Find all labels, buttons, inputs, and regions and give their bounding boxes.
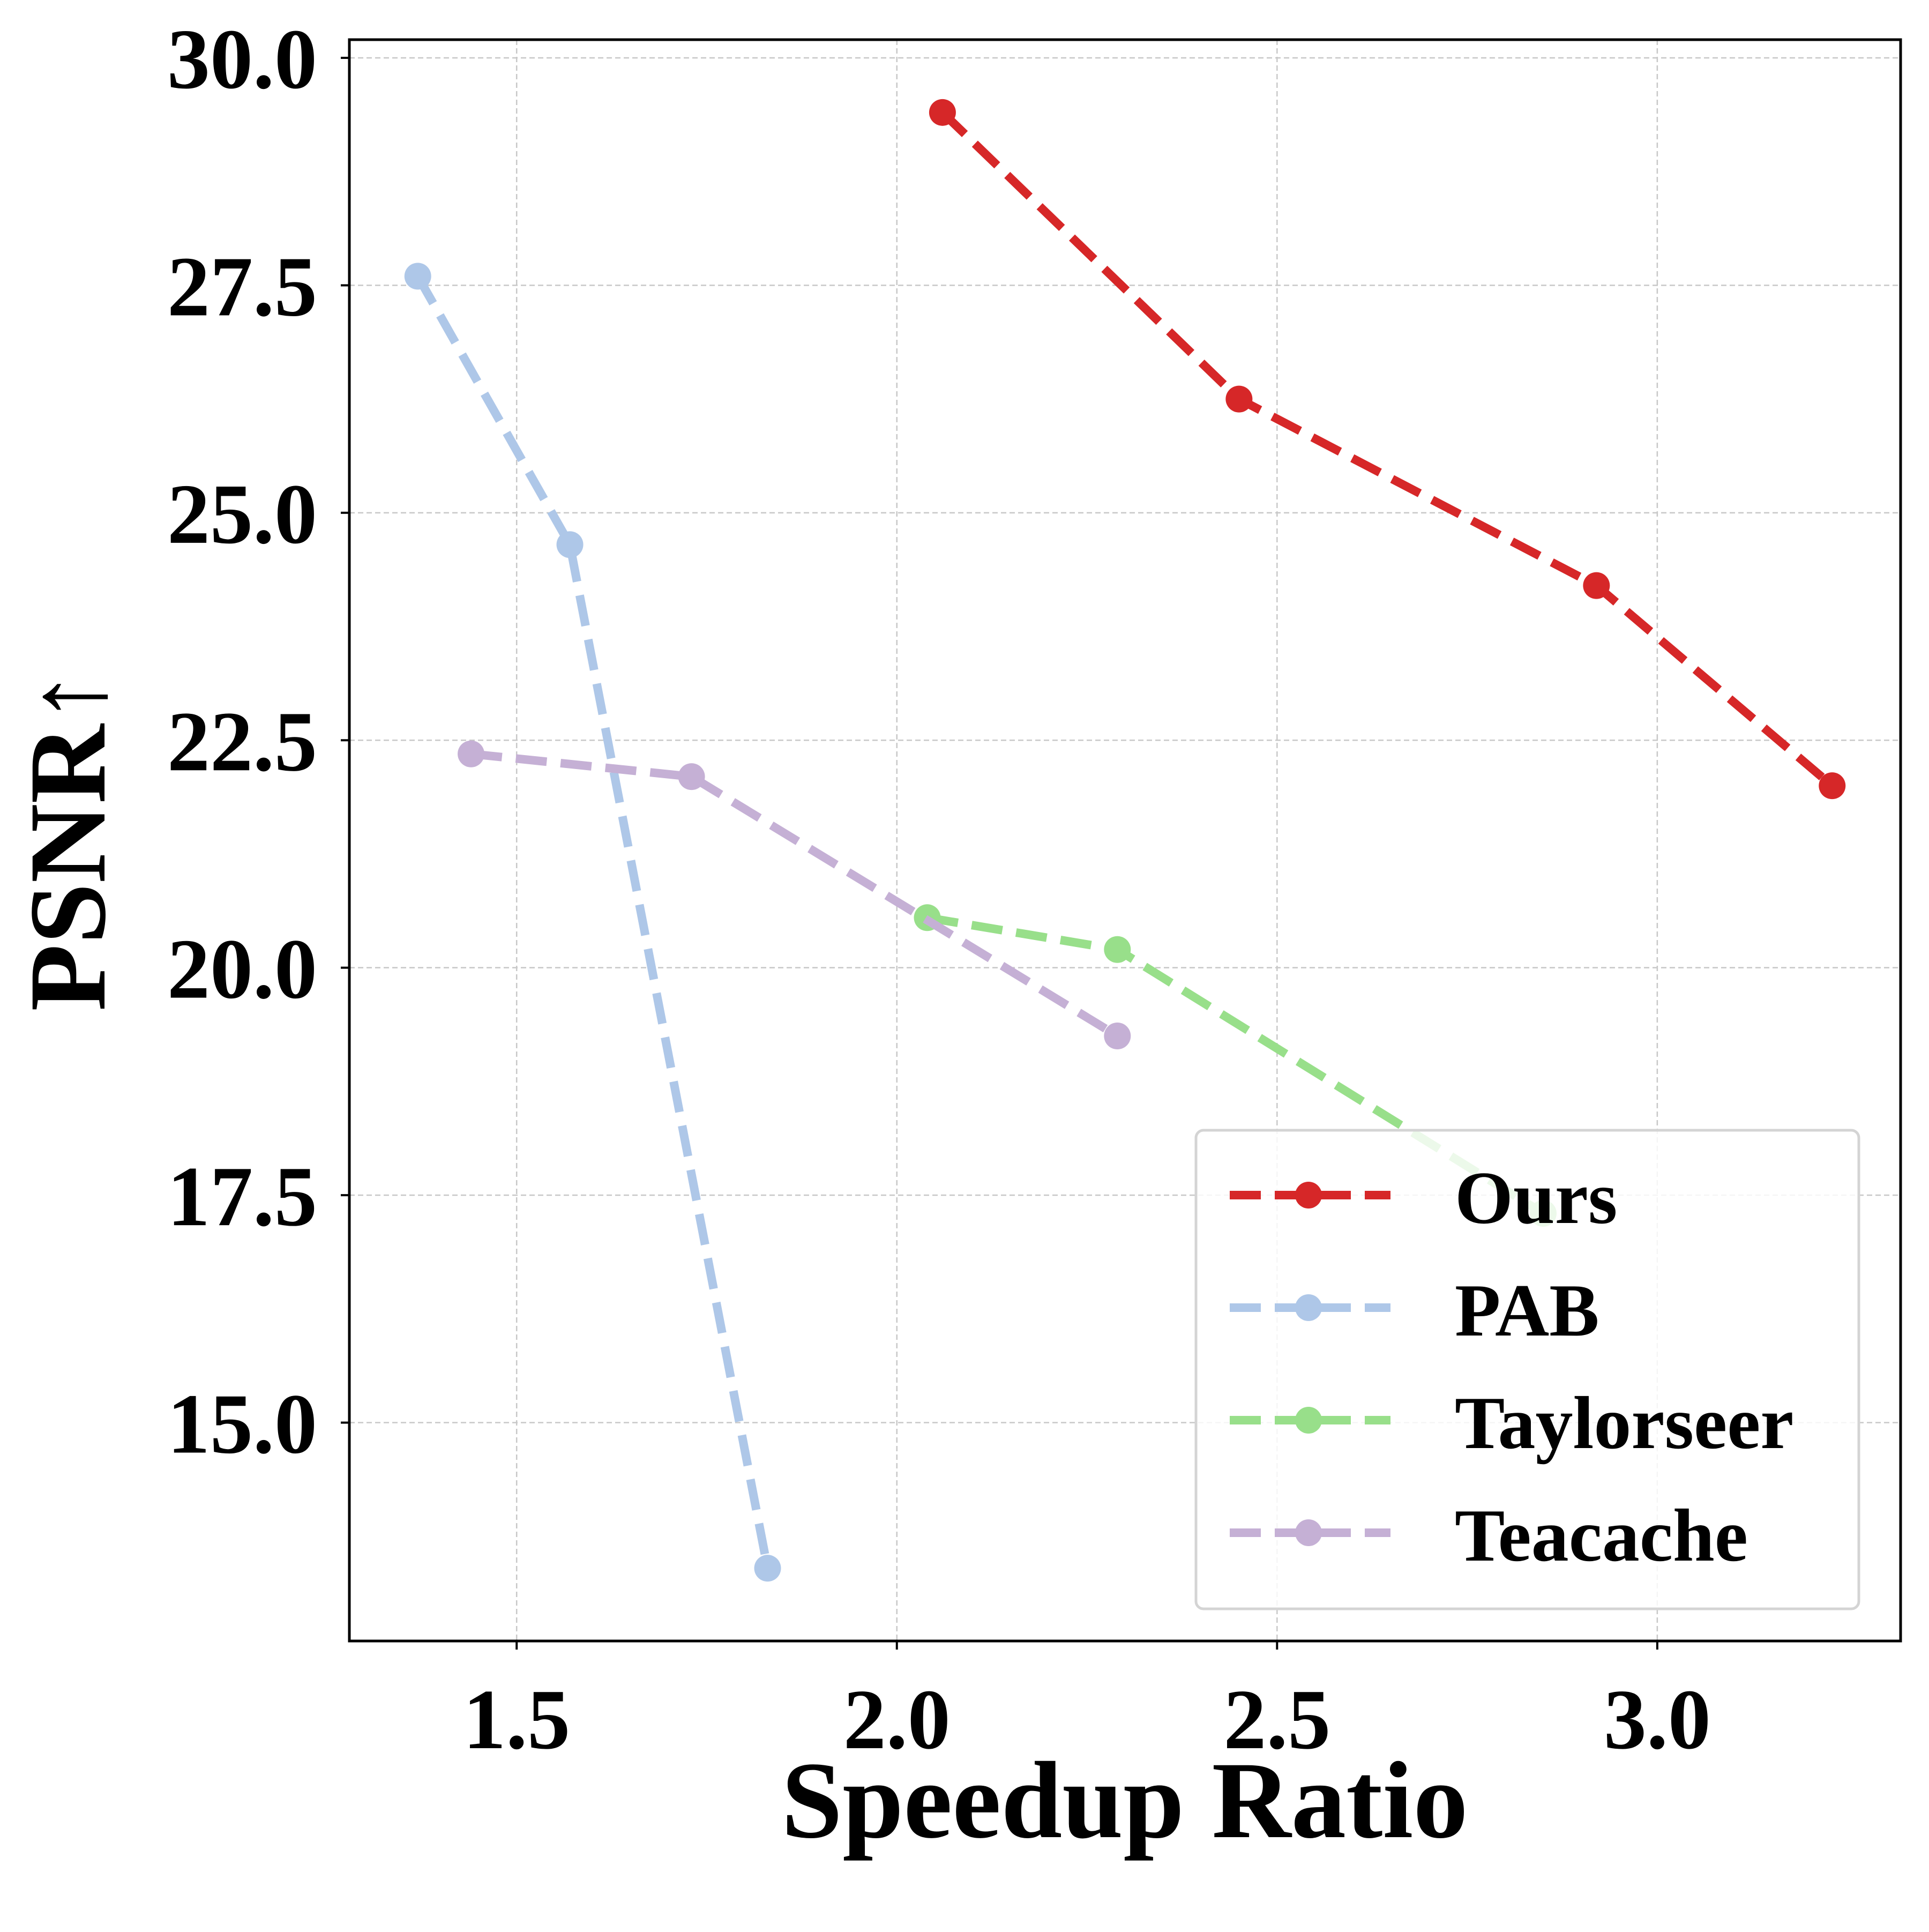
- legend-swatch-marker: [1295, 1407, 1322, 1434]
- data-point: [404, 263, 431, 290]
- x-axis-title: Speedup Ratio: [781, 1740, 1468, 1861]
- data-point: [1819, 772, 1846, 800]
- legend-box: [1194, 1129, 1860, 1610]
- tick-layer: 1.5 2.0 2.5 3.0 15.0 17.5 20.0 22.5 25.0 27.5 30.0: [167, 11, 1711, 1767]
- y-tick-label: 25.0: [167, 466, 317, 562]
- x-tick-label: 2.0: [843, 1672, 951, 1767]
- series-line: [470, 749, 1120, 1040]
- legend-label: Teacache: [1455, 1494, 1748, 1577]
- y-tick-label: 15.0: [167, 1376, 317, 1472]
- legend-label: PAB: [1455, 1269, 1599, 1352]
- data-point: [458, 740, 485, 767]
- x-tick-label: 1.5: [463, 1672, 570, 1767]
- series-layer: [404, 99, 1846, 1582]
- y-tick-label: 17.5: [167, 1148, 317, 1244]
- y-tick-label: 22.5: [167, 693, 317, 789]
- y-tick-label: 20.0: [167, 921, 317, 1017]
- legend-swatch-marker: [1295, 1519, 1322, 1546]
- data-point: [678, 763, 705, 790]
- data-point: [754, 1555, 781, 1582]
- x-tick-label: 2.5: [1223, 1672, 1330, 1767]
- series-line: [939, 109, 1835, 789]
- legend-label: Ours: [1455, 1157, 1617, 1240]
- data-point: [929, 99, 956, 126]
- y-axis-title: PSNR↑: [7, 669, 129, 1011]
- legend-label: Taylorseer: [1455, 1382, 1793, 1465]
- x-tick-label: 3.0: [1604, 1672, 1711, 1767]
- data-point: [1104, 936, 1131, 963]
- data-point: [1583, 572, 1610, 599]
- data-point: [1225, 385, 1253, 413]
- data-point: [1104, 1023, 1131, 1050]
- legend: Ours PAB Taylorseer Teacache: [1194, 1129, 1860, 1610]
- y-tick-label: 30.0: [167, 11, 317, 107]
- y-tick-label: 27.5: [167, 238, 317, 334]
- data-point: [556, 531, 584, 558]
- legend-swatch-marker: [1295, 1182, 1322, 1209]
- legend-swatch-marker: [1295, 1294, 1322, 1321]
- series-line: [414, 274, 772, 1569]
- plot-frame: [348, 38, 1902, 1643]
